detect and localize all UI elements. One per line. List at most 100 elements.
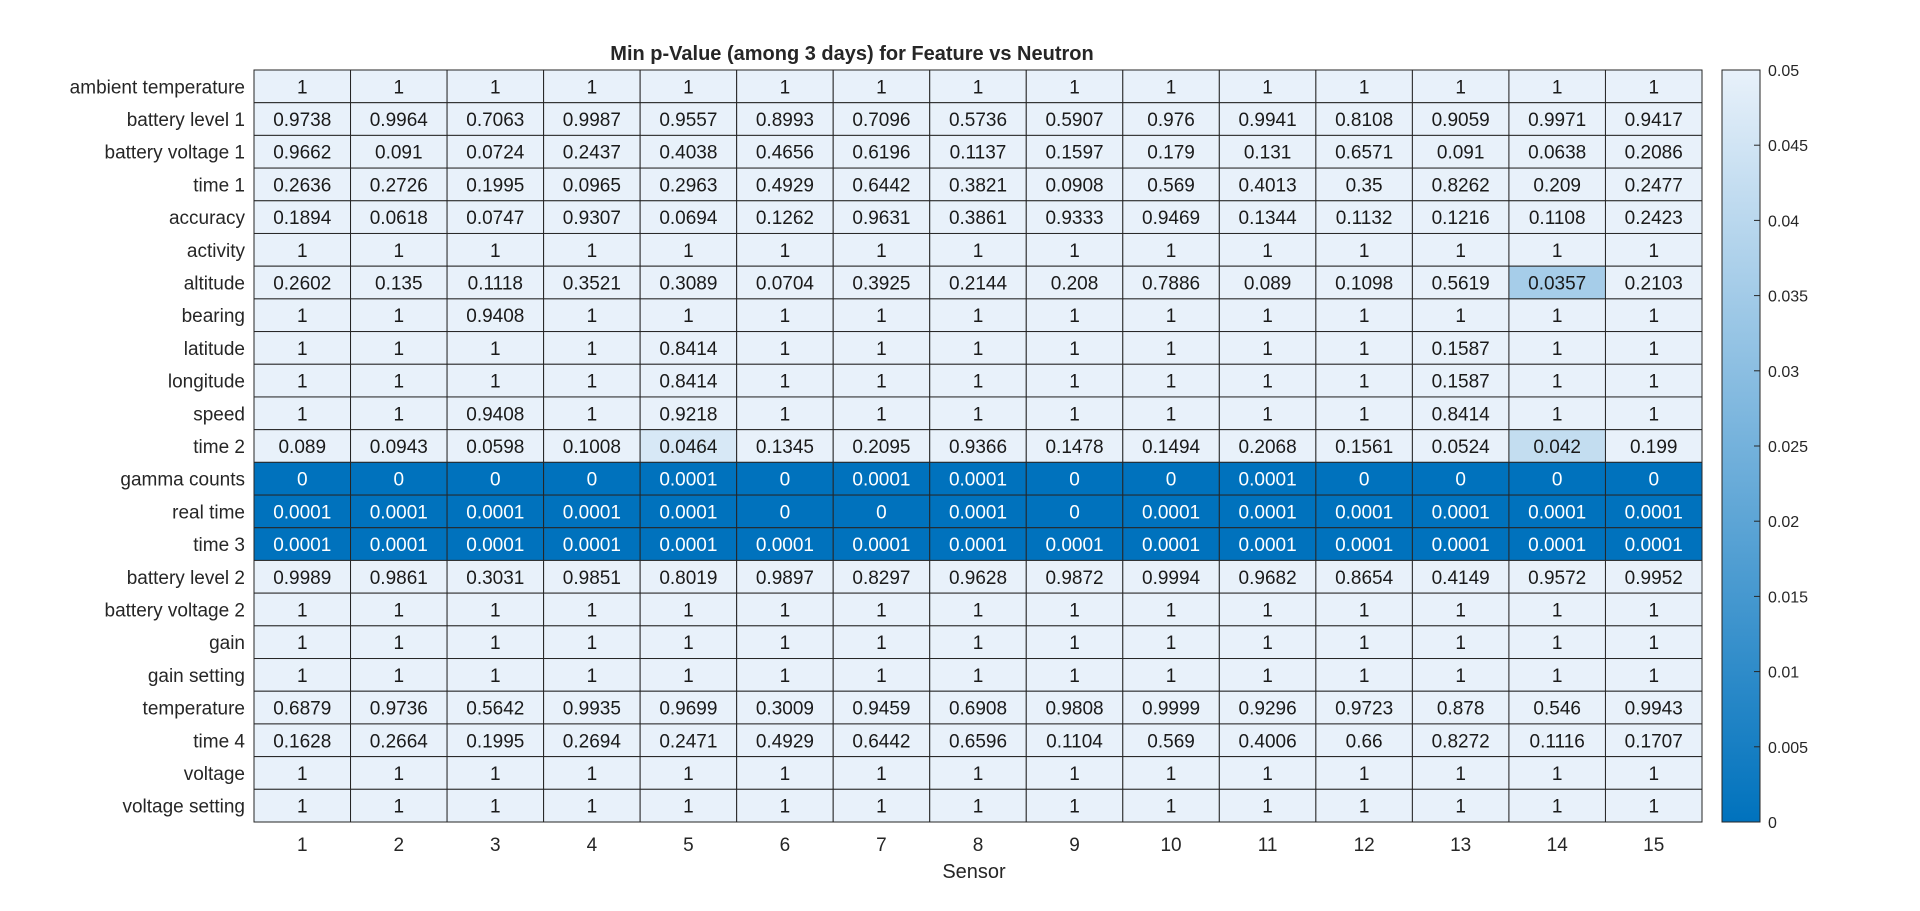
cell-value-label: 1 (973, 77, 984, 98)
cell-value-label: 1 (780, 666, 791, 687)
heatmap-cell (1218, 559, 1317, 594)
colorbar-tick-label: 0 (1768, 815, 1777, 832)
x-tick-label: 11 (1258, 835, 1278, 856)
cell-value-label: 0.8019 (659, 568, 717, 589)
heatmap-cell (929, 167, 1027, 202)
heatmap-cell (1315, 658, 1413, 692)
cell-value-label: 1 (1262, 77, 1273, 98)
x-tick-label: 7 (876, 835, 887, 856)
heatmap-cell (832, 331, 931, 365)
heatmap-cell (639, 756, 738, 790)
cell-value-label: 1 (1262, 339, 1273, 360)
heatmap-cell (446, 690, 545, 725)
heatmap-cell (832, 396, 931, 431)
heatmap-cell (1604, 756, 1703, 790)
cell-value-label: 0.5907 (1045, 110, 1103, 131)
heatmap-cell (1604, 788, 1703, 823)
heatmap-cell (1411, 265, 1510, 300)
heatmap-cell (1411, 494, 1510, 529)
cell-value-label: 1 (394, 306, 405, 327)
cell-value-label: 1 (1648, 339, 1659, 360)
cell-value-label: 1 (780, 306, 791, 327)
heatmap-cell (1122, 559, 1220, 594)
cell-value-label: 0.6879 (273, 699, 331, 720)
cell-value-label: 1 (1359, 372, 1370, 393)
cell-value-label: 1 (1166, 600, 1177, 621)
cell-value-label: 1 (973, 797, 984, 818)
heatmap-cell (446, 363, 545, 398)
heatmap-cell (736, 788, 834, 823)
cell-value-label: 0.091 (375, 143, 423, 164)
cell-value-label: 0.3031 (466, 568, 524, 589)
row-label: altitude (184, 274, 245, 295)
heatmap-cell (1025, 265, 1124, 300)
cell-value-label: 0.2694 (563, 731, 622, 752)
cell-value-label: 1 (973, 666, 984, 687)
cell-value-label: 1 (1455, 633, 1466, 654)
cell-value-label: 1 (1166, 372, 1177, 393)
row-label: real time (172, 502, 245, 523)
cell-value-label: 0 (297, 470, 308, 491)
heatmap-cell (350, 167, 448, 202)
cell-value-label: 1 (1069, 77, 1080, 98)
heatmap-cell (1411, 429, 1510, 463)
cell-value-label: 1 (1455, 77, 1466, 98)
cell-value-label: 0.1494 (1142, 437, 1201, 458)
heatmap-cell (253, 69, 352, 104)
cell-value-label: 0.0724 (466, 143, 525, 164)
cell-value-label: 1 (973, 306, 984, 327)
heatmap-cell (1218, 331, 1317, 365)
cell-value-label: 1 (490, 797, 501, 818)
row-label: voltage (184, 764, 245, 785)
heatmap-cell (1411, 461, 1510, 496)
heatmap-cell (639, 559, 738, 594)
heatmap-cell (446, 625, 545, 660)
heatmap-cell (253, 461, 352, 496)
heatmap-cells: 1 1 1 1 1 1 1 1 1 1 1 1 1 1 1 0.9738 0.9964 0.7063 0.9987 0… (253, 69, 1703, 823)
heatmap-cell (1508, 658, 1606, 692)
chart-title: Min p-Value (among 3 days) for Feature v… (610, 43, 1093, 65)
row-label: gamma counts (120, 470, 245, 491)
cell-value-label: 0.1478 (1045, 437, 1103, 458)
cell-value-label: 0.3089 (659, 274, 717, 295)
cell-value-label: 0.3861 (949, 208, 1007, 229)
cell-value-label: 1 (1552, 797, 1563, 818)
cell-value-label: 0.0001 (1528, 502, 1586, 523)
cell-value-label: 1 (587, 797, 598, 818)
cell-value-label: 1 (1166, 797, 1177, 818)
cell-value-label: 1 (1552, 77, 1563, 98)
heatmap-cell (929, 363, 1027, 398)
heatmap-cell (736, 331, 834, 365)
heatmap-cell (1315, 723, 1413, 758)
cell-value-label: 0.0001 (1432, 502, 1490, 523)
cell-value-label: 0.8272 (1432, 731, 1490, 752)
row-label: gain (209, 633, 245, 654)
cell-value-label: 0 (587, 470, 598, 491)
cell-value-label: 0.9662 (273, 143, 331, 164)
cell-value-label: 0.0001 (370, 535, 428, 556)
cell-value-label: 1 (1069, 306, 1080, 327)
row-label: battery voltage 1 (105, 143, 245, 164)
cell-value-label: 1 (876, 372, 887, 393)
heatmap-cell (1122, 396, 1220, 431)
heatmap-cell (1122, 723, 1220, 758)
row-label: latitude (184, 339, 245, 360)
cell-value-label: 0.9861 (370, 568, 428, 589)
cell-value-label: 0.4006 (1239, 731, 1297, 752)
cell-value-label: 0 (780, 502, 791, 523)
heatmap-cell (1025, 232, 1124, 267)
heatmap-cell (1411, 756, 1510, 790)
colorbar-tick-label: 0.05 (1768, 63, 1799, 80)
heatmap-cell (832, 265, 931, 300)
heatmap-cell (929, 788, 1027, 823)
cell-value-label: 0.1344 (1239, 208, 1298, 229)
heatmap-cell (1508, 200, 1606, 234)
heatmap-cell (1122, 265, 1220, 300)
heatmap-cell (1411, 232, 1510, 267)
heatmap-cell (253, 167, 352, 202)
cell-value-label: 0.0001 (273, 535, 331, 556)
cell-value-label: 0 (1069, 502, 1080, 523)
colorbar-tick-label: 0.005 (1768, 740, 1808, 757)
heatmap-cell (639, 102, 738, 136)
heatmap-cell (929, 461, 1027, 496)
